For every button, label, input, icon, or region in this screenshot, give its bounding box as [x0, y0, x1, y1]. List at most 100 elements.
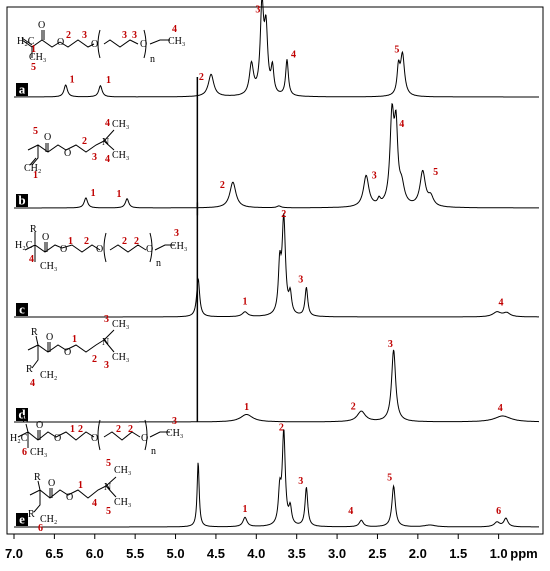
peak-label-e-4: 5: [387, 473, 392, 484]
svg-text:2: 2: [92, 354, 97, 365]
svg-text:O: O: [57, 37, 64, 48]
svg-text:2: 2: [116, 424, 121, 435]
x-axis: 7.0 6.5 6.0 5.5 5.0 4.5 4.0 3.5 3.0 2.5 2.0 1.5 1.0 p…: [5, 534, 538, 561]
peak-label-a-3: 3: [255, 5, 260, 16]
svg-text:5: 5: [31, 62, 36, 73]
peak-label-d-3: 4: [498, 403, 503, 414]
structure-text: H₂C CH₃ O O O O CH₃ n 1 5 2 3 3 3 4 O O …: [10, 20, 187, 534]
structure-c: [24, 232, 175, 263]
svg-text:2: 2: [78, 424, 83, 435]
svg-text:R: R: [22, 414, 29, 425]
panel-badge-c: [16, 303, 28, 316]
spectra-layer: [14, 0, 539, 528]
x-tick-label-9: 2.5: [368, 546, 386, 561]
peak-label-b-1: 1: [117, 189, 122, 200]
svg-text:N: N: [102, 137, 109, 148]
svg-text:4: 4: [30, 378, 35, 389]
svg-text:1: 1: [68, 236, 73, 247]
svg-text:4: 4: [172, 24, 177, 35]
peak-label-e-2: 3: [298, 476, 303, 487]
spectrum-a: [14, 0, 539, 98]
svg-text:2: 2: [134, 236, 139, 247]
svg-text:O: O: [146, 244, 153, 255]
svg-text:4: 4: [105, 118, 110, 129]
svg-text:O: O: [42, 232, 49, 243]
peak-label-b-2: 2: [220, 180, 225, 191]
peak-label-b-4: 4: [399, 119, 404, 130]
svg-text:O: O: [91, 433, 98, 444]
svg-text:1: 1: [33, 170, 38, 181]
panel-letter-e: e: [19, 512, 25, 527]
structure-e1: [17, 419, 170, 451]
spectrum-c: [14, 212, 539, 318]
peak-label-b-3: 3: [372, 171, 377, 182]
svg-text:3: 3: [92, 152, 97, 163]
svg-text:CH₃: CH₃: [114, 465, 131, 476]
structure-b: [27, 129, 115, 166]
svg-text:O: O: [141, 433, 148, 444]
svg-text:1: 1: [70, 424, 75, 435]
svg-text:3: 3: [104, 314, 109, 325]
x-tick-label-11: 1.5: [449, 546, 467, 561]
svg-text:2: 2: [66, 30, 71, 41]
peak-label-e-0: 1: [243, 504, 248, 515]
peak-label-d-2: 3: [388, 339, 393, 350]
svg-text:2: 2: [128, 424, 133, 435]
peak-label-c-3: 4: [499, 297, 504, 308]
x-tick-label-0: 7.0: [5, 546, 23, 561]
svg-text:H₂C: H₂C: [10, 433, 28, 444]
structure-a: [21, 29, 170, 59]
svg-text:O: O: [66, 492, 73, 503]
svg-text:n: n: [151, 446, 156, 457]
svg-text:CH₃: CH₃: [112, 319, 129, 330]
svg-text:4: 4: [92, 498, 97, 509]
panel-letter-a: a: [19, 82, 26, 97]
svg-text:5: 5: [106, 506, 111, 517]
spectrum-b: [14, 103, 539, 209]
svg-text:3: 3: [82, 30, 87, 41]
peak-label-c-2: 3: [298, 274, 303, 285]
x-tick-label-1: 6.5: [45, 546, 63, 561]
svg-text:O: O: [48, 478, 55, 489]
panel-letter-c: c: [19, 302, 25, 317]
plot-frame: [6, 6, 544, 535]
svg-text:CH₃: CH₃: [112, 119, 129, 130]
svg-text:O: O: [64, 148, 71, 159]
peak-label-a-4: 4: [291, 49, 296, 60]
peak-label-c-1: 2: [281, 209, 286, 220]
x-tick-label-5: 4.5: [207, 546, 225, 561]
svg-text:O: O: [91, 39, 98, 50]
svg-text:N: N: [104, 482, 111, 493]
x-tick-label-6: 4.0: [247, 546, 265, 561]
svg-text:N: N: [102, 337, 109, 348]
svg-text:O: O: [36, 420, 43, 431]
svg-text:CH₃: CH₃: [30, 447, 47, 458]
peak-label-a-2: 2: [199, 72, 204, 83]
structure-e2: [29, 476, 117, 513]
svg-text:1: 1: [78, 480, 83, 491]
panel-badge-d: [16, 408, 28, 421]
x-tick-label-8: 3.0: [328, 546, 346, 561]
peak-label-b-0: 1: [91, 188, 96, 199]
svg-text:R: R: [28, 509, 35, 520]
panel-badge-a: [16, 83, 28, 96]
panel-letter-d: d: [18, 407, 26, 422]
svg-text:CH₃: CH₃: [112, 352, 129, 363]
x-axis-unit-label: ppm: [510, 546, 537, 561]
svg-text:R: R: [30, 224, 37, 235]
svg-text:3: 3: [122, 30, 127, 41]
svg-text:O: O: [38, 20, 45, 31]
svg-text:R: R: [26, 364, 33, 375]
svg-text:2: 2: [82, 136, 87, 147]
peak-label-c-0: 1: [243, 297, 248, 308]
svg-text:6: 6: [38, 523, 43, 534]
peak-label-a-0: 1: [70, 74, 75, 85]
svg-text:3: 3: [104, 360, 109, 371]
x-tick-label-10: 2.0: [409, 546, 427, 561]
x-tick-label-7: 3.5: [288, 546, 306, 561]
svg-text:CH₃: CH₃: [40, 261, 57, 272]
svg-text:CH₃: CH₃: [29, 52, 46, 63]
svg-text:1: 1: [31, 44, 36, 55]
